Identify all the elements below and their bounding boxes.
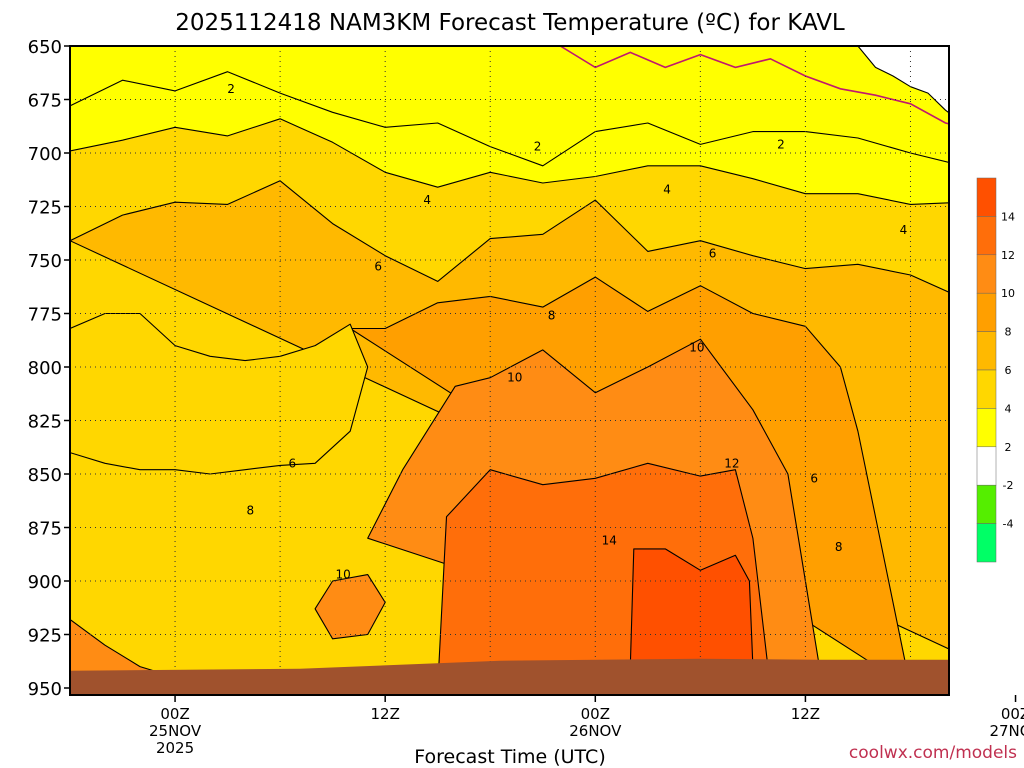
contour-label: 6 — [709, 247, 717, 261]
colorbar-swatch — [976, 369, 997, 409]
contour-label: 10 — [689, 341, 704, 355]
contour-label: 8 — [548, 309, 556, 323]
contour-label: 12 — [724, 456, 739, 470]
y-tick-label: 850 — [28, 465, 62, 486]
x-tick-label: 25NOV — [149, 722, 202, 740]
temperature-region — [70, 312, 369, 475]
y-tick-label: 675 — [28, 91, 62, 112]
y-tick-label: 725 — [28, 198, 62, 219]
x-tick-label: 00Z — [581, 705, 610, 723]
x-tick-label: 26NOV — [569, 722, 622, 740]
temperature-region — [998, 46, 1024, 89]
colorbar-swatch — [976, 446, 997, 486]
contour-label: 6 — [289, 456, 297, 470]
colorbar-swatch — [976, 292, 997, 332]
x-tick-label: 12Z — [791, 705, 820, 723]
y-axis: 650 675 700 725 750 775 800 825 850 875 900 925 950 — [28, 37, 70, 700]
colorbar: 14 12 10 8 6 4 2 -2 -4 — [976, 177, 1015, 563]
x-tick-label: 00Z — [1001, 705, 1024, 723]
chart-title: 2025112418 NAM3KM Forecast Temperature (… — [175, 10, 845, 36]
x-axis: 00Z25NOV202512Z00Z26NOV12Z00Z27NOV — [149, 695, 1024, 757]
contour-label: 8 — [247, 503, 255, 517]
x-tick-label: 2025 — [156, 739, 194, 757]
colorbar-label: -2 — [1003, 479, 1014, 492]
colorbar-label: 14 — [1001, 210, 1015, 223]
colorbar-label: -4 — [1003, 518, 1014, 531]
colorbar-label: 2 — [1005, 441, 1012, 454]
contour-label: 6 — [374, 259, 382, 273]
x-tick-label: 12Z — [370, 705, 399, 723]
colorbar-swatch — [976, 177, 997, 217]
y-tick-label: 800 — [28, 358, 62, 379]
contour-label: 4 — [423, 193, 431, 207]
zero-degree-contour — [559, 46, 949, 125]
y-tick-label: 700 — [28, 144, 62, 165]
y-tick-label: 925 — [28, 626, 62, 647]
colorbar-label: 10 — [1001, 287, 1015, 300]
contour-label: 4 — [900, 223, 908, 237]
contour-label: 10 — [336, 568, 351, 582]
colorbar-swatch — [976, 216, 997, 256]
colorbar-swatch — [976, 523, 997, 563]
y-tick-label: 950 — [28, 679, 62, 700]
y-tick-label: 650 — [28, 37, 62, 58]
colorbar-swatch — [976, 408, 997, 448]
credit-text: coolwx.com/models — [849, 743, 1017, 763]
colorbar-swatch — [976, 331, 997, 371]
temperature-region — [629, 548, 754, 668]
contour-label: 4 — [663, 182, 671, 196]
contour-label: 10 — [507, 371, 522, 385]
contour-label: 14 — [602, 533, 617, 547]
plot-frame — [69, 45, 950, 696]
y-tick-label: 775 — [28, 305, 62, 326]
colorbar-swatch — [976, 484, 997, 524]
x-tick-label: 00Z — [160, 705, 189, 723]
colorbar-swatch — [976, 254, 997, 294]
y-tick-label: 875 — [28, 519, 62, 540]
contour-label: 8 — [835, 540, 843, 554]
contour-label: 6 — [810, 471, 818, 485]
y-tick-label: 750 — [28, 251, 62, 272]
colorbar-label: 8 — [1005, 326, 1012, 339]
temperature-region — [314, 574, 386, 640]
zero-degree-contour — [1016, 414, 1024, 709]
colorbar-label: 12 — [1001, 249, 1015, 262]
colorbar-label: 4 — [1005, 402, 1012, 415]
contour-label: 2 — [534, 140, 542, 154]
y-tick-label: 900 — [28, 572, 62, 593]
contour-label: 2 — [777, 137, 785, 151]
terrain-band — [70, 658, 949, 695]
y-tick-label: 825 — [28, 412, 62, 433]
contour-label: 0 — [984, 120, 992, 134]
x-axis-label: Forecast Time (UTC) — [414, 746, 605, 768]
plot-area: 2 2 2 0 4 4 4 6 6 8 10 10 12 14 10 8 6 6 8 4 2 — [70, 46, 1024, 709]
colorbar-label: 6 — [1005, 364, 1012, 377]
contour-label: 2 — [959, 426, 967, 440]
temperature-region — [857, 46, 949, 114]
contour-label: 2 — [227, 82, 235, 96]
x-tick-label: 27NOV — [989, 722, 1024, 740]
